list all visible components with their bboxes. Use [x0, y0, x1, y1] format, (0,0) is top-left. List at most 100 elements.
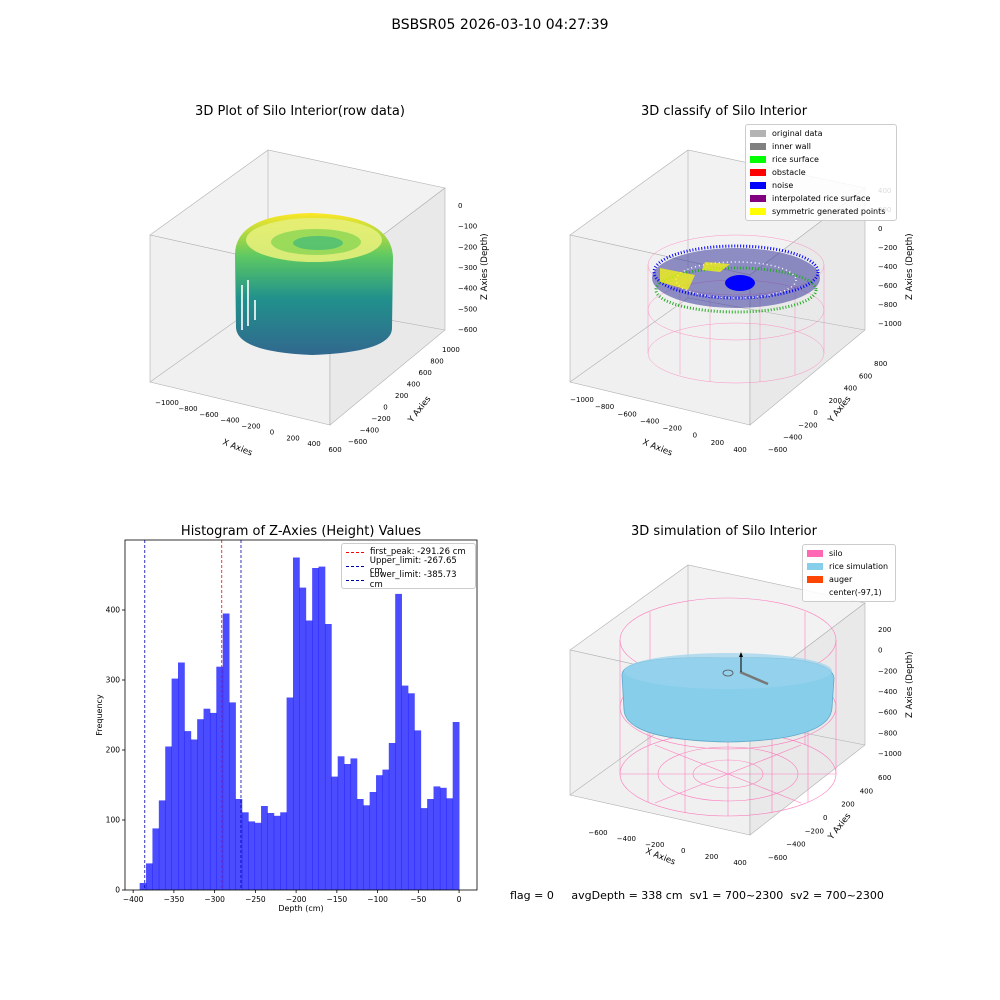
- classify-legend-swatch: [750, 169, 766, 176]
- histogram-bar: [158, 800, 166, 890]
- simulation-auger: [722, 652, 769, 686]
- classify-z-tick-label: −600: [878, 282, 897, 290]
- histogram-bar: [273, 815, 281, 890]
- histogram-bar: [407, 693, 415, 890]
- raw-y-tick-label: 0: [383, 404, 387, 412]
- footer-avg-depth: avgDepth = 338 cm: [571, 889, 683, 902]
- simulation-rice-surface: [621, 653, 835, 743]
- histogram-bar: [241, 812, 249, 890]
- raw-y-axis-label: Y Axies: [406, 394, 434, 426]
- footer-flag: flag = 0: [510, 889, 554, 902]
- simulation-legend-entry: rice simulation: [803, 560, 895, 573]
- raw-y-tick-label: 200: [395, 392, 408, 400]
- simulation-x-tick-label: −400: [617, 835, 636, 843]
- simulation-legend-swatch: [807, 576, 823, 583]
- simulation-y-axis-label: Y Axies: [826, 811, 854, 843]
- histogram-x-tick-label: −100: [367, 895, 388, 904]
- raw-y-tick-label: 600: [419, 369, 432, 377]
- histogram-legend-line: [346, 565, 364, 567]
- histogram-bar: [165, 746, 173, 890]
- footer-sv2: sv2 = 700~2300: [790, 889, 884, 902]
- histogram-vlines: [144, 540, 242, 890]
- histogram-legend-entry: Upper_limit: -267.65 cm: [342, 556, 475, 576]
- histogram-bar: [305, 620, 313, 890]
- classify-legend-entry: rice surface: [746, 153, 896, 166]
- simulation-z-tick-label: −200: [878, 667, 897, 675]
- simulation-y-tick-label: 400: [860, 787, 873, 795]
- raw-x-tick-label: −800: [178, 405, 197, 413]
- status-footer: flag = 0 avgDepth = 338 cm sv1 = 700~230…: [510, 889, 930, 902]
- classify-legend-label: noise: [772, 181, 794, 190]
- classify-x-tick-label: −600: [617, 410, 636, 418]
- histogram-bar: [197, 719, 204, 890]
- classify-point-cloud: [652, 244, 820, 314]
- histogram-bar: [401, 685, 409, 890]
- histogram-chart: −400 −350 −300 −250 −200 −150 −100 −50 0 0 100 200…: [95, 539, 478, 913]
- simulation-legend-entry: silo: [803, 547, 895, 560]
- raw-x-tick-label: −600: [199, 411, 218, 419]
- histogram-bar: [356, 799, 364, 890]
- histogram-x-tick-label: −350: [164, 895, 185, 904]
- classify-legend-swatch: [750, 182, 766, 189]
- histogram-x-tick-label: −50: [410, 895, 426, 904]
- classify-legend-swatch: [750, 195, 766, 202]
- histogram-bar: [139, 883, 147, 890]
- classify-legend-entry: symmetric generated points: [746, 205, 896, 218]
- histogram-bar: [184, 731, 192, 890]
- raw-y-tick-label: −400: [360, 427, 379, 435]
- raw-x-tick-label: −1000: [155, 399, 179, 407]
- histogram-bar: [209, 712, 217, 890]
- histogram-x-tick-label: −250: [245, 895, 266, 904]
- classify-legend-label: inner wall: [772, 142, 812, 151]
- raw-z-tick-label: 0: [458, 202, 462, 210]
- histogram-x-tick-label: 0: [457, 895, 462, 904]
- classify-z-tick-label: −200: [878, 244, 897, 252]
- histogram-bar: [382, 769, 390, 890]
- histogram-bar: [324, 624, 332, 890]
- histogram-bar: [222, 613, 230, 890]
- classify-y-tick-label: −400: [783, 434, 802, 442]
- histogram-bar: [203, 708, 211, 890]
- histogram-bar: [229, 702, 236, 890]
- histogram-bar: [452, 722, 460, 890]
- simulation-x-tick-label: −200: [645, 841, 664, 849]
- histogram-title: Histogram of Z-Axies (Height) Values: [180, 524, 422, 539]
- histogram-bar: [337, 756, 345, 890]
- histogram-bar: [369, 792, 377, 890]
- raw-z-tick-label: −400: [458, 285, 477, 293]
- raw-y-tick-label: 1000: [442, 346, 460, 354]
- classify-legend-swatch: [750, 156, 766, 163]
- histogram-legend-label: Lower_limit: -385.73 cm: [369, 570, 457, 590]
- histogram-bar: [286, 697, 294, 890]
- simulation-legend-swatch: [807, 589, 823, 596]
- histogram-bar: [216, 666, 224, 890]
- histogram-y-tick-label: 400: [106, 606, 121, 615]
- classify-y-tick-label: 0: [813, 409, 817, 417]
- simulation-x-tick-label: 400: [733, 859, 746, 867]
- raw-y-tick-label: −200: [372, 415, 391, 423]
- simulation-legend-label: auger: [829, 575, 853, 584]
- histogram-x-tick-label: −200: [286, 895, 307, 904]
- histogram-legend-entry: Lower_limit: -385.73 cm: [342, 570, 475, 590]
- histogram-bar: [267, 813, 275, 890]
- classify-legend-entry: noise: [746, 179, 896, 192]
- raw-z-axis-label: Z Axies (Depth): [480, 233, 490, 300]
- classify-x-tick-label: −1000: [570, 396, 594, 404]
- classify-z-axis-label: Z Axies (Depth): [905, 233, 915, 300]
- histogram-y-tick-label: 300: [106, 676, 121, 685]
- histogram-legend: first_peak: -291.26 cm Upper_limit: -267.…: [341, 543, 476, 590]
- histogram-legend-label: first_peak: -291.26 cm: [370, 547, 466, 557]
- raw-x-tick-label: 0: [270, 428, 274, 436]
- histogram-y-tick-label: 0: [115, 886, 120, 895]
- histogram-bar: [152, 828, 160, 890]
- simulation-z-tick-label: 0: [878, 647, 882, 655]
- histogram-x-ticks: −400 −350 −300 −250 −200 −150 −100 −50 0: [123, 890, 462, 904]
- simulation-x-tick-label: 200: [705, 853, 718, 861]
- simulation-y-ticks: −600 −400−200 0 200 400 600: [768, 774, 891, 862]
- raw-z-tick-label: −500: [458, 305, 477, 313]
- classify-z-tick-label: −400: [878, 263, 897, 271]
- raw-y-tick-label: −600: [348, 438, 367, 446]
- simulation-plot-title: 3D simulation of Silo Interior: [631, 524, 817, 539]
